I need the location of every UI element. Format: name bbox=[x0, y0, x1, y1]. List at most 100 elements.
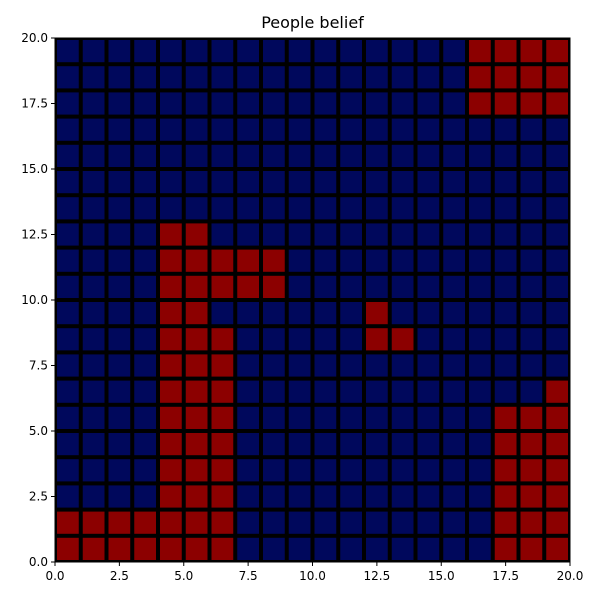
heatmap-cell bbox=[417, 511, 440, 534]
heatmap-cell bbox=[546, 328, 568, 351]
heatmap-cell bbox=[366, 328, 388, 351]
heatmap-cell bbox=[211, 249, 234, 272]
heatmap-cell bbox=[443, 249, 465, 272]
heatmap-cell bbox=[211, 66, 234, 89]
heatmap-cell bbox=[237, 144, 259, 167]
heatmap-cell bbox=[391, 380, 414, 403]
heatmap-cell bbox=[314, 328, 337, 351]
heatmap-cell bbox=[160, 144, 182, 167]
heatmap-cell bbox=[391, 328, 414, 351]
heatmap-cell bbox=[314, 275, 337, 298]
heatmap-cell bbox=[108, 223, 131, 246]
heatmap-cell bbox=[108, 144, 131, 167]
heatmap-cell bbox=[211, 197, 234, 220]
heatmap-cell bbox=[108, 459, 131, 482]
heatmap-cell bbox=[391, 66, 414, 89]
heatmap-cell bbox=[366, 118, 388, 141]
y-tick-label: 10.0 bbox=[21, 293, 48, 307]
heatmap-cell bbox=[185, 537, 208, 560]
heatmap-cell bbox=[57, 485, 79, 508]
heatmap-cell bbox=[263, 275, 285, 298]
heatmap-cell bbox=[417, 302, 440, 325]
heatmap-cell bbox=[391, 433, 414, 456]
heatmap-cell bbox=[443, 171, 465, 194]
heatmap-cell bbox=[57, 380, 79, 403]
heatmap-cell bbox=[494, 92, 517, 115]
heatmap-cell bbox=[211, 354, 234, 377]
heatmap-cell bbox=[546, 354, 568, 377]
heatmap-cell bbox=[108, 328, 131, 351]
heatmap-cell bbox=[494, 485, 517, 508]
heatmap-cell bbox=[160, 406, 182, 429]
heatmap-cell bbox=[469, 406, 491, 429]
heatmap-cell bbox=[288, 433, 311, 456]
x-tick-label: 12.5 bbox=[364, 569, 391, 583]
heatmap-cell bbox=[263, 66, 285, 89]
heatmap-cell bbox=[288, 66, 311, 89]
heatmap-cell bbox=[185, 118, 208, 141]
heatmap-cell bbox=[237, 92, 259, 115]
heatmap-cell bbox=[469, 249, 491, 272]
heatmap-cell bbox=[391, 511, 414, 534]
heatmap-cell bbox=[494, 302, 517, 325]
heatmap-cell bbox=[314, 433, 337, 456]
heatmap-cell bbox=[546, 249, 568, 272]
heatmap-cell bbox=[314, 511, 337, 534]
heatmap-cell bbox=[494, 537, 517, 560]
heatmap-cell bbox=[417, 197, 440, 220]
heatmap-cell bbox=[340, 302, 362, 325]
heatmap-cell bbox=[160, 92, 182, 115]
heatmap-cell bbox=[366, 511, 388, 534]
heatmap-cell bbox=[494, 511, 517, 534]
heatmap-cell bbox=[134, 197, 156, 220]
heatmap-cell bbox=[494, 144, 517, 167]
heatmap-cell bbox=[211, 328, 234, 351]
heatmap-cell bbox=[57, 354, 79, 377]
heatmap-cell bbox=[469, 302, 491, 325]
heatmap-cell bbox=[340, 485, 362, 508]
heatmap-cell bbox=[314, 40, 337, 63]
heatmap-cell bbox=[443, 197, 465, 220]
heatmap-cell bbox=[108, 197, 131, 220]
heatmap-cell bbox=[57, 92, 79, 115]
heatmap-cell bbox=[288, 92, 311, 115]
heatmap-cell bbox=[494, 275, 517, 298]
heatmap-cell bbox=[366, 223, 388, 246]
heatmap-cell bbox=[314, 380, 337, 403]
heatmap-cell bbox=[160, 354, 182, 377]
heatmap-cell bbox=[417, 40, 440, 63]
heatmap-cell bbox=[82, 433, 105, 456]
heatmap-cell bbox=[443, 406, 465, 429]
heatmap-cell bbox=[263, 302, 285, 325]
heatmap-cell bbox=[211, 118, 234, 141]
heatmap-cell bbox=[185, 406, 208, 429]
heatmap-cell bbox=[211, 40, 234, 63]
heatmap-cell bbox=[520, 66, 543, 89]
x-tick-label: 5.0 bbox=[174, 569, 193, 583]
heatmap-cell bbox=[237, 197, 259, 220]
heatmap-cell bbox=[288, 511, 311, 534]
heatmap-cell bbox=[160, 249, 182, 272]
heatmap-cell bbox=[366, 380, 388, 403]
heatmap-cell bbox=[391, 485, 414, 508]
heatmap-cell bbox=[417, 328, 440, 351]
heatmap-cell bbox=[366, 459, 388, 482]
heatmap-cell bbox=[546, 380, 568, 403]
heatmap-cell bbox=[391, 223, 414, 246]
heatmap-cell bbox=[160, 302, 182, 325]
heatmap-cell bbox=[82, 328, 105, 351]
heatmap-cell bbox=[417, 66, 440, 89]
heatmap-cell bbox=[546, 537, 568, 560]
heatmap-cell bbox=[211, 433, 234, 456]
heatmap-cell bbox=[314, 302, 337, 325]
heatmap-cell bbox=[263, 197, 285, 220]
heatmap-cell bbox=[520, 459, 543, 482]
heatmap-cell bbox=[57, 249, 79, 272]
heatmap-cell bbox=[134, 66, 156, 89]
heatmap-cell bbox=[417, 223, 440, 246]
heatmap-cell bbox=[469, 511, 491, 534]
heatmap-cell bbox=[237, 459, 259, 482]
heatmap-cell bbox=[211, 485, 234, 508]
heatmap-cell bbox=[340, 92, 362, 115]
heatmap-cell bbox=[417, 249, 440, 272]
